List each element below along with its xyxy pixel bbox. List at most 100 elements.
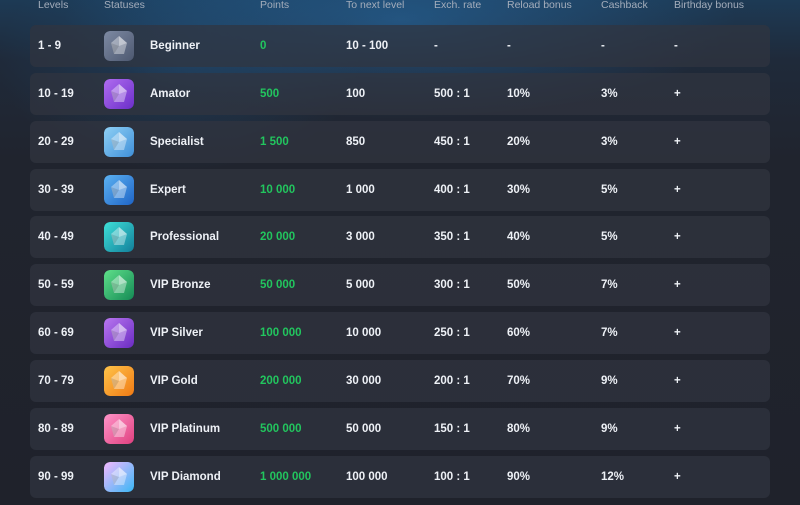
points-cell: 10 000 [260,183,296,196]
levels-cell: 90 - 99 [38,470,74,483]
birthday-bonus-cell: + [674,422,681,435]
exch-rate-cell: 200 : 1 [434,374,470,387]
to-next-level-cell: 30 000 [346,374,382,387]
birthday-bonus-cell: + [674,279,681,292]
status-name: VIP Platinum [150,422,221,435]
points-cell: 1 500 [260,135,289,148]
status-name: Beginner [150,40,200,52]
exch-rate-cell: 250 : 1 [434,327,470,340]
birthday-bonus-cell: + [674,183,681,196]
table-row: 60 - 69 VIP Silver 100 000 10 000 250 : 1 60%… [30,312,770,355]
levels-cell: 30 - 39 [38,183,74,196]
professional-icon [104,222,134,253]
levels-cell: 40 - 49 [38,231,74,244]
to-next-level-cell: 100 000 [346,470,388,483]
birthday-bonus-cell: + [674,87,681,100]
points-cell: 100 000 [260,327,302,340]
table-row: 50 - 59 VIP Bronze 50 000 5 000 300 : 1 50% 7%… [30,264,770,307]
table-row: 10 - 19 Amator 500 100 500 : 1 10% 3% + [30,72,770,115]
exch-rate-cell: 300 : 1 [434,279,470,292]
vip-silver-icon [104,318,134,349]
status-name: Specialist [150,135,204,148]
vip-gold-icon [104,365,134,396]
reload-bonus-cell: 40% [507,231,531,244]
header-levels: Levels [38,0,69,11]
levels-cell: 10 - 19 [38,87,74,100]
exch-rate-cell: 500 : 1 [434,87,470,100]
vip-bronze-icon [104,270,134,301]
cashback-cell: 7% [601,279,618,292]
table-row: 40 - 49 Professional 20 000 3 000 350 : 1 40%… [30,216,770,259]
exch-rate-cell: - [434,40,438,52]
to-next-level-cell: 3 000 [346,231,375,244]
birthday-bonus-cell: - [674,40,678,52]
birthday-bonus-cell: + [674,327,681,340]
table-row: 20 - 29 Specialist 1 500 850 450 : 1 20% 3% + [30,120,770,163]
points-cell: 500 000 [260,422,302,435]
beginner-icon [104,31,134,61]
to-next-level-cell: 50 000 [346,422,382,435]
vip-platinum-icon [104,413,134,444]
to-next-level-cell: 850 [346,135,366,148]
levels-cell: 60 - 69 [38,327,74,340]
expert-icon [104,174,134,205]
points-cell: 0 [260,40,267,52]
exch-rate-cell: 150 : 1 [434,422,470,435]
reload-bonus-cell: 20% [507,135,531,148]
birthday-bonus-cell: + [674,374,681,387]
table-header: Levels Statuses Points To next level Exc… [0,0,800,14]
header-reload-bonus: Reload bonus [507,0,572,11]
reload-bonus-cell: 80% [507,422,531,435]
cashback-cell: 7% [601,327,618,340]
exch-rate-cell: 100 : 1 [434,470,470,483]
reload-bonus-cell: 50% [507,279,531,292]
cashback-cell: 9% [601,374,618,387]
status-name: Expert [150,183,186,196]
birthday-bonus-cell: + [674,231,681,244]
header-statuses: Statuses [104,0,145,11]
table-row: 90 - 99 VIP Diamond 1 000 000 100 000 100 : … [30,455,770,498]
header-cashback: Cashback [601,0,648,11]
cashback-cell: 5% [601,231,618,244]
points-cell: 20 000 [260,231,296,244]
reload-bonus-cell: 70% [507,374,531,387]
exch-rate-cell: 350 : 1 [434,231,470,244]
points-cell: 500 [260,87,280,100]
cashback-cell: 12% [601,470,625,483]
levels-cell: 50 - 59 [38,279,74,292]
points-cell: 50 000 [260,279,296,292]
cashback-cell: 9% [601,422,618,435]
levels-cell: 80 - 89 [38,422,74,435]
cashback-cell: 5% [601,183,618,196]
reload-bonus-cell: 10% [507,87,531,100]
cashback-cell: 3% [601,135,618,148]
to-next-level-cell: 10 000 [346,327,382,340]
status-name: VIP Silver [150,327,203,340]
exch-rate-cell: 450 : 1 [434,135,470,148]
exch-rate-cell: 400 : 1 [434,183,470,196]
amator-icon [104,78,134,109]
specialist-icon [104,126,134,157]
to-next-level-cell: 100 [346,87,366,100]
reload-bonus-cell: 60% [507,327,531,340]
levels-cell: 1 - 9 [38,40,62,52]
table-row: 1 - 9 Beginner 0 10 - 100 - - - - [30,25,770,67]
levels-cell: 70 - 79 [38,374,74,387]
header-exch-rate: Exch. rate [434,0,482,11]
header-birthday-bonus: Birthday bonus [674,0,745,11]
table-row: 80 - 89 VIP Platinum 500 000 50 000 150 : 1 8… [30,407,770,450]
reload-bonus-cell: 30% [507,183,531,196]
status-name: VIP Bronze [150,279,211,292]
levels-cell: 20 - 29 [38,135,74,148]
to-next-level-cell: 1 000 [346,183,375,196]
reload-bonus-cell: - [507,40,511,52]
header-to-next-level: To next level [346,0,405,11]
table-row: 70 - 79 VIP Gold 200 000 30 000 200 : 1 70% 9%… [30,359,770,402]
cashback-cell: 3% [601,87,618,100]
reload-bonus-cell: 90% [507,470,531,483]
header-points: Points [260,0,290,11]
status-name: Professional [150,231,220,244]
points-cell: 200 000 [260,374,302,387]
birthday-bonus-cell: + [674,135,681,148]
cashback-cell: - [601,40,605,52]
